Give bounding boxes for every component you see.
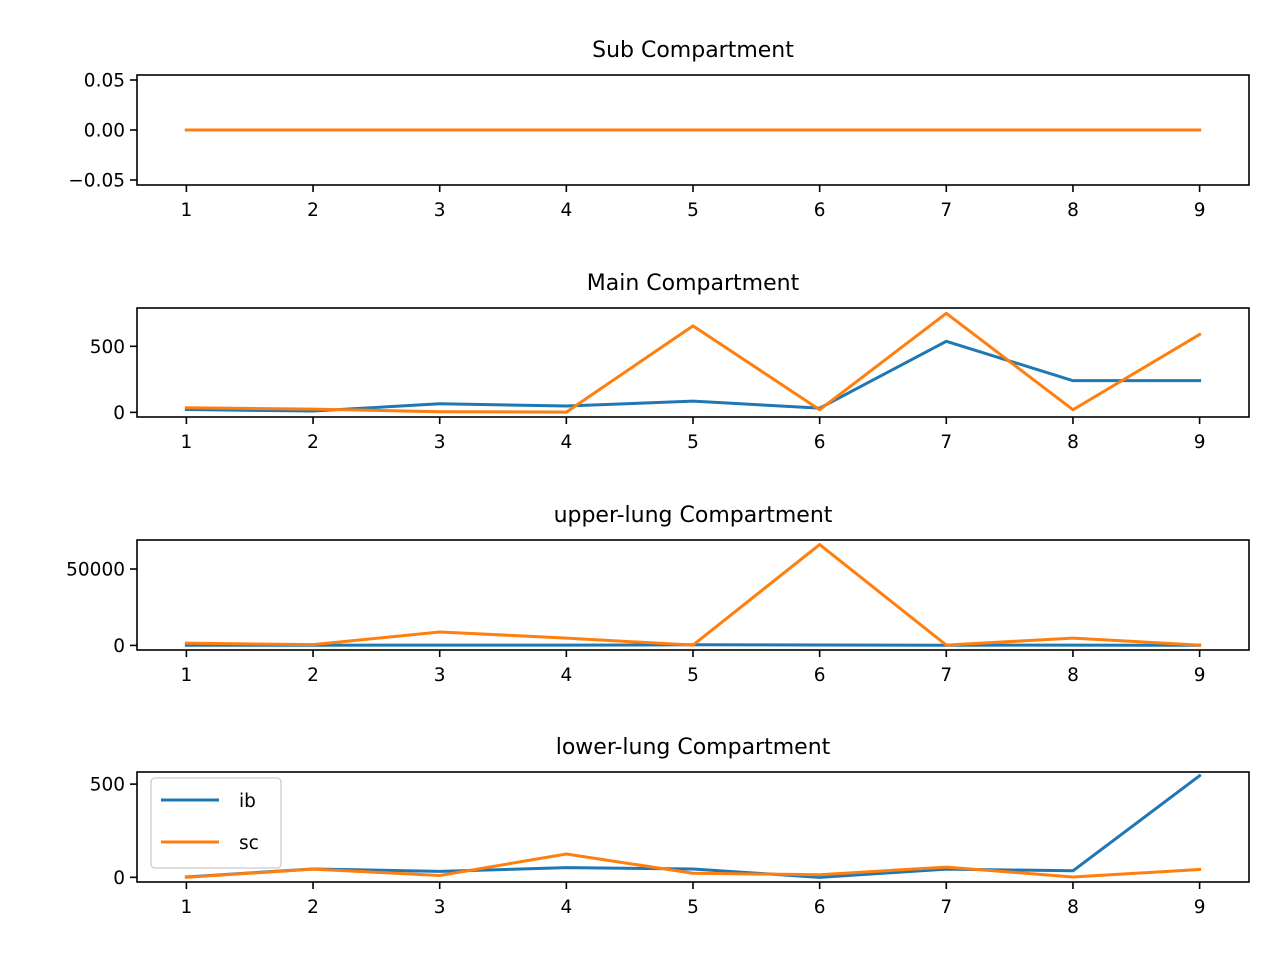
subplot-2: Main Compartment 1 2 3 4 5 6 7 8 9 0 500 bbox=[90, 271, 1250, 453]
x-tick-label: 5 bbox=[687, 432, 699, 453]
x-tick-label: 5 bbox=[687, 665, 699, 686]
x-tick-label: 9 bbox=[1194, 897, 1206, 918]
series-line-sc bbox=[184, 543, 1202, 647]
x-tick-label: 7 bbox=[940, 897, 952, 918]
y-tick-label: 500 bbox=[90, 337, 125, 358]
x-tick-label: 7 bbox=[940, 200, 952, 221]
x-tick-label: 9 bbox=[1194, 665, 1206, 686]
series-line-sc bbox=[184, 852, 1202, 879]
x-tick-label: 6 bbox=[814, 200, 826, 221]
x-tick-label: 6 bbox=[814, 897, 826, 918]
x-tick-label: 1 bbox=[181, 897, 193, 918]
subplot-title: Sub Compartment bbox=[592, 38, 794, 63]
x-tick-label: 8 bbox=[1067, 897, 1079, 918]
subplot-title: Main Compartment bbox=[587, 271, 800, 296]
axes-frame bbox=[136, 539, 1250, 651]
x-tick-label: 2 bbox=[307, 432, 319, 453]
subplot-4: lower-lung Compartment 1 2 3 4 5 6 7 8 9 0 500 ib sc bbox=[90, 735, 1250, 918]
x-tick-label: 2 bbox=[307, 200, 319, 221]
x-tick-label: 5 bbox=[687, 200, 699, 221]
x-tick-label: 1 bbox=[181, 200, 193, 221]
x-tick-label: 3 bbox=[434, 665, 446, 686]
legend-label-sc: sc bbox=[239, 833, 259, 854]
x-tick-label: 6 bbox=[814, 432, 826, 453]
y-tick-label: 0 bbox=[113, 636, 125, 657]
legend: ib sc bbox=[150, 777, 282, 869]
series-line-ib bbox=[184, 339, 1202, 413]
subplot-1: Sub Compartment 1 2 3 4 5 6 7 8 9 −0.05 0.00 0.05 bbox=[68, 38, 1250, 221]
y-tick-label: 500 bbox=[90, 775, 125, 796]
x-tick-label: 4 bbox=[560, 897, 572, 918]
y-tick-label: 0.00 bbox=[84, 121, 125, 142]
x-tick-label: 2 bbox=[307, 665, 319, 686]
y-tick-label: −0.05 bbox=[68, 171, 125, 192]
x-tick-label: 9 bbox=[1194, 200, 1206, 221]
x-tick-label: 3 bbox=[434, 897, 446, 918]
x-tick-label: 1 bbox=[181, 432, 193, 453]
series-line-ib bbox=[184, 773, 1202, 879]
y-tick-label: 0.05 bbox=[84, 71, 125, 92]
x-tick-label: 4 bbox=[560, 200, 572, 221]
x-tick-label: 4 bbox=[560, 432, 572, 453]
x-tick-label: 8 bbox=[1067, 432, 1079, 453]
subplot-title: lower-lung Compartment bbox=[556, 735, 831, 760]
x-tick-label: 7 bbox=[940, 432, 952, 453]
series-line-sc bbox=[184, 311, 1202, 414]
x-tick-label: 3 bbox=[434, 432, 446, 453]
x-tick-label: 1 bbox=[181, 665, 193, 686]
x-tick-label: 7 bbox=[940, 665, 952, 686]
x-tick-label: 8 bbox=[1067, 200, 1079, 221]
legend-label-ib: ib bbox=[239, 791, 256, 812]
x-tick-label: 9 bbox=[1194, 432, 1206, 453]
subplot-title: upper-lung Compartment bbox=[554, 503, 833, 528]
x-tick-label: 5 bbox=[687, 897, 699, 918]
x-tick-label: 3 bbox=[434, 200, 446, 221]
y-tick-label: 0 bbox=[113, 868, 125, 889]
x-tick-label: 2 bbox=[307, 897, 319, 918]
subplot-3: upper-lung Compartment 1 2 3 4 5 6 7 8 9 0 50000 bbox=[66, 503, 1250, 686]
y-tick-label: 50000 bbox=[66, 560, 125, 581]
x-tick-label: 4 bbox=[560, 665, 572, 686]
x-tick-label: 8 bbox=[1067, 665, 1079, 686]
legend-box bbox=[150, 777, 282, 869]
x-tick-label: 6 bbox=[814, 665, 826, 686]
y-tick-label: 0 bbox=[113, 403, 125, 424]
